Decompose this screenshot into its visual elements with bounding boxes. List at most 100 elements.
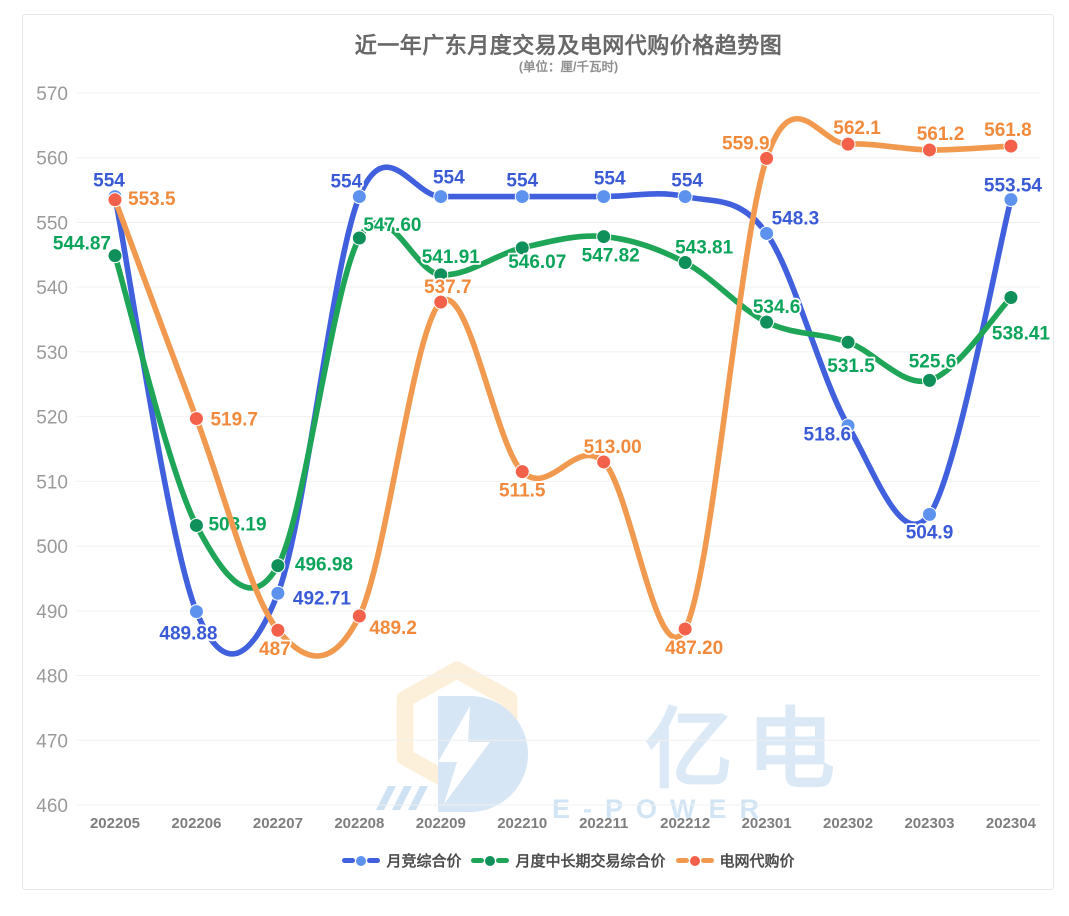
x-tick-label: 202303 [904, 815, 954, 832]
data-point-label: 544.87 [53, 234, 111, 255]
data-point [351, 189, 367, 205]
data-point-label: 554 [93, 171, 125, 192]
series-layer: 554 489.88 492.71 554 554 554 554 554 548.3 518.6… [51, 116, 1052, 662]
x-tick-label: 202304 [986, 815, 1037, 832]
data-point-label: 543.81 [675, 238, 734, 259]
data-point [107, 192, 123, 208]
grid-layer [77, 92, 1040, 806]
legend-label: 月竞综合价 [386, 853, 462, 870]
legend-marker-part [356, 855, 367, 866]
y-tick-label: 560 [36, 149, 68, 170]
data-point [677, 255, 693, 271]
y-tick-label: 550 [36, 213, 68, 234]
x-tick-label: 202212 [660, 815, 710, 832]
chart-subtitle: (单位：厘/千瓦时) [518, 60, 619, 74]
data-point [270, 622, 286, 638]
data-point-label: 537.7 [424, 277, 472, 298]
data-point [922, 372, 937, 388]
data-point-label: 513.00 [584, 437, 642, 458]
data-point-label: 504.9 [906, 522, 954, 543]
data-point-label: 492.71 [293, 588, 352, 609]
legend-marker-part [485, 855, 496, 866]
data-point [1003, 192, 1019, 208]
x-tick-label: 202302 [823, 815, 873, 832]
data-point [596, 454, 612, 470]
x-tick-label: 202209 [416, 815, 466, 832]
data-point-label: 553.5 [128, 189, 176, 210]
y-tick-label: 460 [36, 796, 68, 817]
legend-marker-part [689, 855, 700, 866]
data-point-label: 561.2 [917, 124, 965, 145]
data-point [840, 334, 856, 350]
data-point [514, 240, 530, 256]
data-point [433, 189, 449, 205]
data-point-label: 487 [259, 639, 291, 660]
watermark-subtext: E-POWER [552, 794, 772, 824]
data-point-label: 547.60 [363, 215, 421, 236]
legend-marker-icon [342, 855, 381, 866]
data-point-label: 554 [330, 172, 362, 193]
legend-label: 月度中长期交易综合价 [515, 853, 666, 870]
legend: 月竞综合价 月度中长期交易综合价 电网代购价 [97, 850, 1040, 871]
data-point-label: 511.5 [499, 481, 546, 502]
data-point-label: 553.54 [984, 176, 1043, 197]
data-point [433, 294, 449, 310]
data-point-label: 489.2 [369, 618, 417, 639]
data-point-label: 548.3 [772, 208, 820, 229]
data-point-label: 559.9 [722, 133, 770, 154]
data-point-label: 554 [506, 171, 538, 192]
chart-card [22, 14, 1054, 890]
data-point [759, 225, 775, 241]
data-point-label: 554 [671, 171, 703, 192]
y-tick-label: 570 [36, 84, 68, 105]
data-point [107, 248, 123, 264]
y-tick-label: 510 [36, 472, 68, 493]
data-point-label: 561.8 [984, 120, 1032, 141]
data-point [188, 517, 204, 533]
data-point [514, 189, 530, 205]
data-point [1003, 138, 1019, 154]
legend-marker-part [367, 858, 381, 863]
data-point-label: 518.6 [804, 425, 852, 446]
data-point-label: 547.82 [582, 246, 640, 267]
legend-marker-part [700, 858, 714, 863]
data-point [1003, 289, 1019, 305]
data-point-label: 496.98 [295, 555, 353, 576]
watermark-slashes [376, 786, 428, 810]
x-tick-label: 202210 [497, 815, 547, 832]
data-point-label: 554 [433, 168, 465, 189]
y-tick-label: 530 [36, 343, 68, 364]
legend-item[interactable]: 月竞综合价 [342, 850, 461, 871]
data-point [840, 418, 856, 434]
data-point [840, 136, 856, 152]
x-tick-label: 202207 [253, 815, 303, 832]
x-tick-label: 202208 [334, 815, 384, 832]
data-point-label: 554 [594, 169, 626, 190]
data-point [351, 608, 367, 624]
y-tick-label: 470 [36, 731, 68, 752]
legend-item[interactable]: 电网代购价 [675, 850, 795, 871]
legend-marker-part [496, 858, 510, 863]
data-point-label: 541.91 [422, 247, 481, 268]
data-point [514, 464, 530, 480]
data-point [270, 558, 286, 574]
data-point [188, 411, 204, 427]
data-point [270, 585, 286, 601]
y-tick-label: 540 [36, 278, 68, 299]
legend-marker-part [342, 858, 356, 863]
data-point-label: 538.41 [992, 323, 1051, 344]
y-tick-label: 500 [36, 537, 68, 558]
watermark-lightning [438, 706, 490, 804]
x-tick-label: 202206 [171, 815, 221, 832]
data-point [596, 229, 612, 245]
x-tick-label: 202301 [742, 815, 792, 832]
data-point-label: 562.1 [833, 118, 881, 139]
data-point-label: 487.20 [665, 638, 723, 659]
watermark-text: 亿电 [645, 700, 849, 799]
series-0: 554 489.88 492.71 554 554 554 554 554 548.3 518.6… [91, 164, 1044, 657]
legend-item[interactable]: 月度中长期交易综合价 [471, 850, 666, 871]
data-point [677, 621, 693, 637]
data-point-label: 531.5 [827, 356, 875, 377]
